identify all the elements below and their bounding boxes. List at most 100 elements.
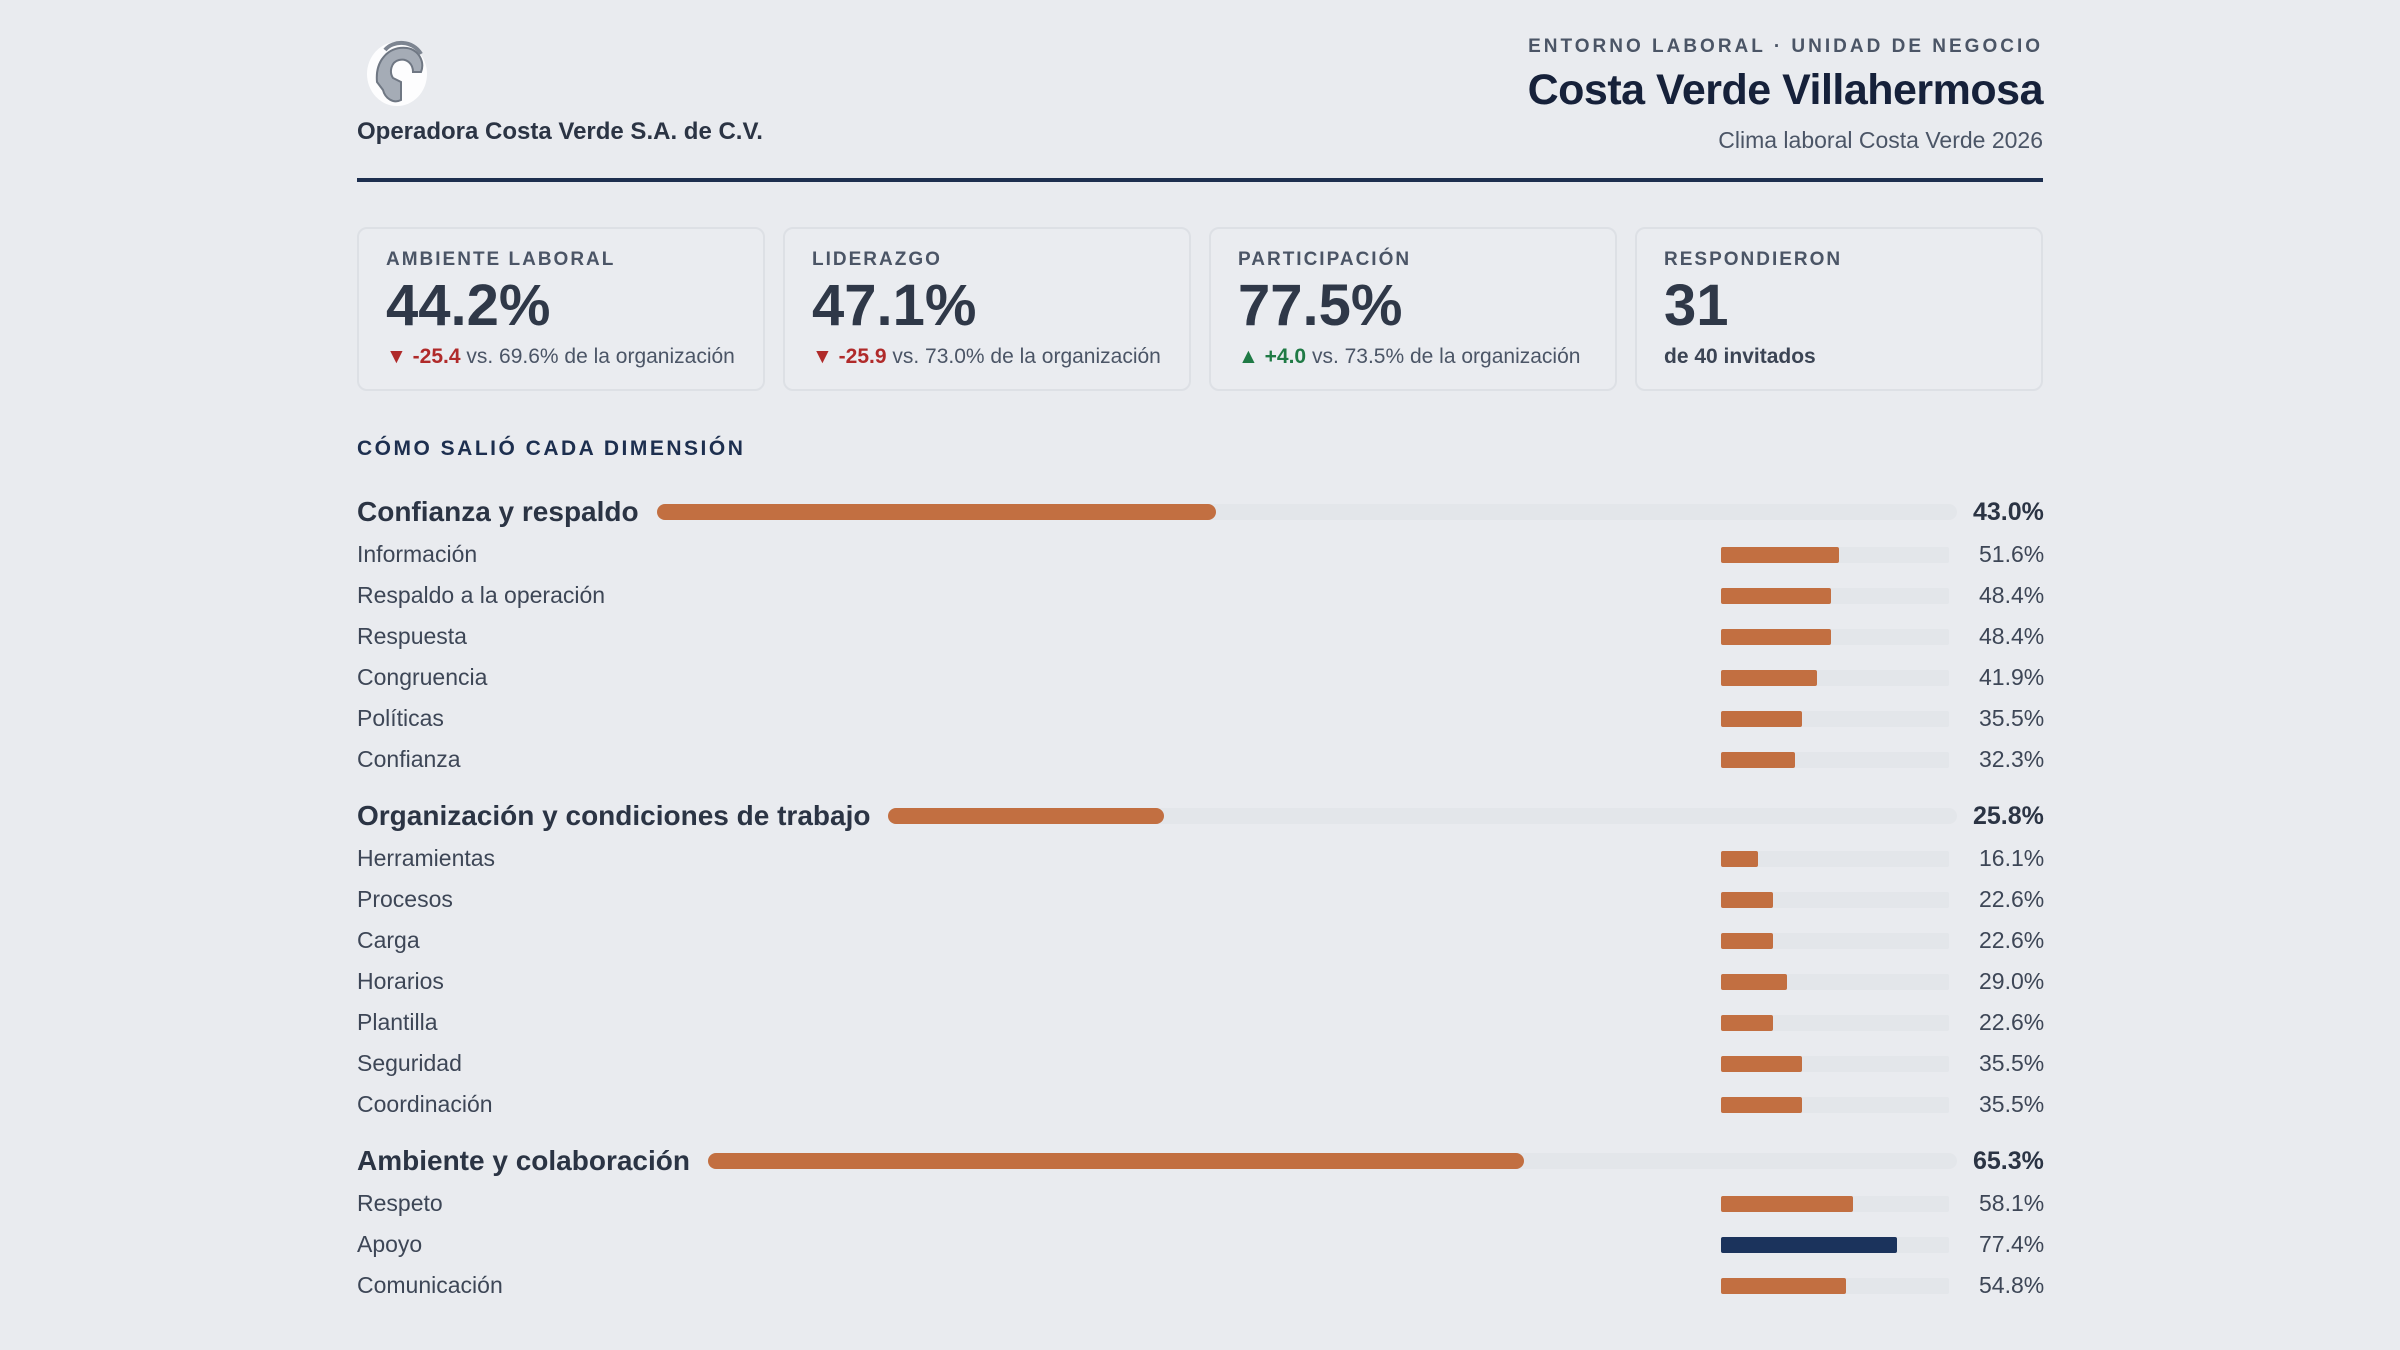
item-bar <box>1721 1277 1846 1294</box>
report-page: Operadora Costa Verde S.A. de C.V. ENTOR… <box>357 0 2045 1350</box>
dimension-group: Confianza y respaldo 43.0% Información 51.6… <box>357 490 2045 794</box>
item-bar-track <box>1721 669 1949 686</box>
item-value: 32.3% <box>1979 746 2045 772</box>
kpi-card-respondieron: RESPONDIERON 31 de 40 invitados <box>1635 227 2043 391</box>
list-item: Respaldo a la operación 48.4% <box>357 575 2045 616</box>
item-name: Información <box>357 541 478 567</box>
item-bar <box>1721 850 1758 867</box>
report-header: Operadora Costa Verde S.A. de C.V. ENTOR… <box>357 0 2044 182</box>
spartan-helmet-icon <box>367 41 427 106</box>
list-item: Coordinación 35.5% <box>357 1084 2045 1125</box>
kpi-delta: -25.9 <box>838 345 887 368</box>
item-name: Procesos <box>357 886 453 912</box>
kpi-label: RESPONDIERON <box>1664 249 1843 270</box>
item-name: Respeto <box>357 1190 443 1216</box>
dimension-bar <box>656 504 1216 520</box>
list-item: Respeto 58.1% <box>357 1183 2045 1224</box>
item-value: 41.9% <box>1979 664 2045 690</box>
item-bar <box>1721 628 1832 645</box>
item-name: Comunicación <box>357 1272 503 1298</box>
item-bar-track <box>1721 751 1949 768</box>
item-name: Plantilla <box>357 1009 438 1035</box>
list-item: Carga 22.6% <box>357 920 2045 961</box>
item-name: Herramientas <box>357 845 496 871</box>
item-value: 35.5% <box>1979 1050 2045 1076</box>
item-bar <box>1721 669 1817 686</box>
arrow-down-icon: ▼ <box>386 345 407 368</box>
organization-name: Operadora Costa Verde S.A. de C.V. <box>357 118 763 145</box>
item-value: 58.1% <box>1979 1190 2045 1216</box>
kpi-subtext: de 40 invitados <box>1664 345 1816 368</box>
dimension-bar <box>888 808 1165 824</box>
item-name: Apoyo <box>357 1231 423 1257</box>
dimension-group: Organización y condiciones de trabajo 25.… <box>357 794 2045 1139</box>
item-bar-track <box>1721 1195 1949 1212</box>
list-item: Horarios 29.0% <box>357 961 2045 1002</box>
item-bar-track <box>1721 710 1949 727</box>
page-title: Costa Verde Villahermosa <box>1527 66 2044 114</box>
item-bar-track <box>1721 1277 1949 1294</box>
item-bar <box>1721 751 1795 768</box>
kpi-label: LIDERAZGO <box>812 249 942 270</box>
list-item: Plantilla 22.6% <box>357 1002 2044 1043</box>
item-bar-track <box>1721 587 1949 604</box>
dimension-bar-track <box>888 808 1957 824</box>
kpi-card-participacion: PARTICIPACIÓN 77.5% ▲ +4.0 vs. 73.5% de … <box>1209 227 1617 391</box>
kpi-value: 31 <box>1664 273 1729 338</box>
dimension-value: 65.3% <box>1973 1146 2044 1175</box>
item-value: 16.1% <box>1979 845 2045 871</box>
item-name: Carga <box>357 927 420 953</box>
kpi-card-liderazgo: LIDERAZGO 47.1% ▼ -25.9 vs. 73.0% de la … <box>783 227 1191 391</box>
dimension-list: Confianza y respaldo 43.0% Información 51.6… <box>357 490 2045 1320</box>
item-value: 35.5% <box>1979 1091 2045 1117</box>
item-value: 48.4% <box>1979 582 2045 608</box>
item-name: Confianza <box>357 746 461 772</box>
list-item: Congruencia 41.9% <box>357 657 2045 698</box>
list-item: Respuesta 48.4% <box>357 616 2044 657</box>
dimension-value: 43.0% <box>1973 497 2044 526</box>
item-name: Políticas <box>357 705 444 731</box>
kpi-delta: +4.0 <box>1264 345 1307 368</box>
list-item: Políticas 35.5% <box>357 698 2045 739</box>
dimension-header: Ambiente y colaboración 65.3% <box>357 1139 2044 1183</box>
dimension-header: Confianza y respaldo 43.0% <box>357 490 2044 534</box>
list-item: Información 51.6% <box>357 534 2045 575</box>
item-bar <box>1721 891 1773 908</box>
item-value: 51.6% <box>1979 541 2045 567</box>
item-bar <box>1721 932 1773 949</box>
kpi-label: AMBIENTE LABORAL <box>386 249 616 270</box>
list-item: Apoyo 77.4% <box>357 1224 2044 1265</box>
item-bar-track <box>1721 1055 1949 1072</box>
item-bar <box>1721 973 1788 990</box>
item-value: 35.5% <box>1979 705 2045 731</box>
item-bar <box>1721 546 1839 563</box>
item-name: Congruencia <box>357 664 488 690</box>
header-kicker: ENTORNO LABORAL · UNIDAD DE NEGOCIO <box>1528 36 2043 57</box>
item-name: Horarios <box>357 968 444 994</box>
item-name: Seguridad <box>357 1050 462 1076</box>
kpi-value: 77.5% <box>1238 273 1403 338</box>
kpi-comparison-text: vs. 73.0% de la organización <box>886 345 1161 368</box>
item-bar-track <box>1721 850 1949 867</box>
kpi-cards: AMBIENTE LABORAL 44.2% ▼ -25.4 vs. 69.6%… <box>357 227 2043 391</box>
item-value: 22.6% <box>1979 927 2045 953</box>
item-bar-track <box>1721 546 1949 563</box>
item-name: Respuesta <box>357 623 467 649</box>
kpi-value: 47.1% <box>812 273 977 338</box>
dimension-value: 25.8% <box>1973 801 2044 830</box>
item-value: 29.0% <box>1979 968 2045 994</box>
section-title: CÓMO SALIÓ CADA DIMENSIÓN <box>357 437 746 460</box>
dimension-name: Organización y condiciones de trabajo <box>357 800 871 831</box>
dimension-name: Ambiente y colaboración <box>357 1145 690 1176</box>
item-bar <box>1721 1055 1802 1072</box>
kpi-comparison: ▲ +4.0 vs. 73.5% de la organización <box>1238 345 1615 369</box>
item-bar <box>1721 1195 1854 1212</box>
list-item: Confianza 32.3% <box>357 739 2045 780</box>
dimension-bar <box>707 1153 1524 1169</box>
kpi-comparison-text: vs. 73.5% de la organización <box>1306 345 1581 368</box>
list-item: Comunicación 54.8% <box>357 1265 2044 1306</box>
header-title-block: ENTORNO LABORAL · UNIDAD DE NEGOCIO Cost… <box>1527 36 2044 154</box>
arrow-up-icon: ▲ <box>1238 345 1259 368</box>
kpi-comparison-text: vs. 69.6% de la organización <box>460 345 735 368</box>
list-item: Procesos 22.6% <box>357 879 2044 920</box>
